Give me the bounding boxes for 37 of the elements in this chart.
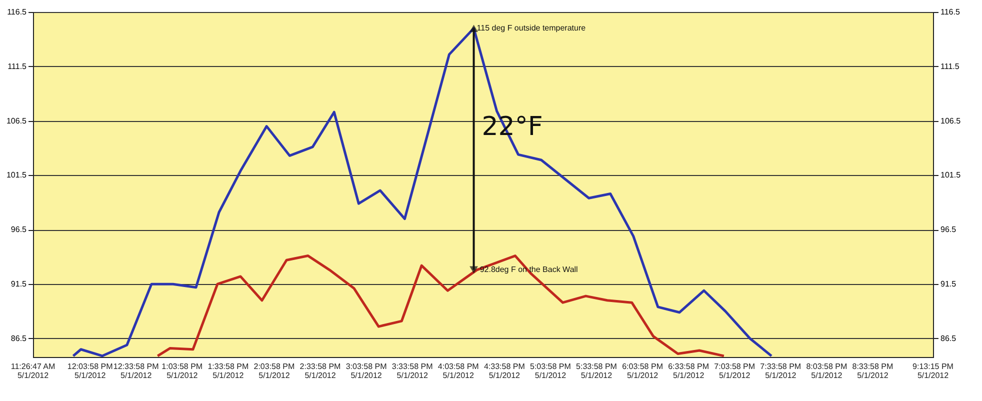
y2-tick-label: 111.5 — [940, 62, 960, 71]
y-tick-label: 96.5 — [10, 225, 28, 234]
x-tick-label: 1:03:58 PM 5/1/2012 — [162, 362, 203, 380]
y-tick-label: 91.5 — [10, 280, 28, 289]
x-tick-label: 3:33:58 PM 5/1/2012 — [392, 362, 434, 380]
annotation: 92.8deg F on the Back Wall — [480, 264, 578, 274]
y-tick-label: 101.5 — [6, 170, 28, 180]
x-tick-label: 4:03:58 PM 5/1/2012 — [438, 362, 480, 380]
line-series — [156, 254, 726, 358]
x-tick-label: 6:33:58 PM 5/1/2012 — [668, 362, 710, 380]
x-tick-label: 8:03:58 PM 5/1/2012 — [806, 362, 848, 380]
x-tick-label: 8:33:58 PM 5/1/2012 — [852, 362, 894, 380]
y2-tick-label: 96.5 — [940, 225, 957, 234]
y-tick-label: 106.5 — [6, 116, 28, 126]
y-tick-label: 111.5 — [8, 62, 28, 71]
x-tick-label: 3:03:58 PM 5/1/2012 — [346, 362, 388, 380]
x-tick-label: 6:03:58 PM 5/1/2012 — [622, 362, 664, 380]
y2-tick-label: 101.5 — [940, 170, 962, 180]
y2-tick-label: 91.5 — [940, 280, 957, 289]
y-tick-label: 86.5 — [10, 334, 28, 343]
y-tick-label: 116.5 — [7, 8, 28, 16]
x-tick-label: 12:03:58 PM 5/1/2012 — [67, 362, 114, 380]
x-tick-label: 9:13:15 PM 5/1/2012 — [912, 362, 954, 380]
x-tick-label: 2:33:58 PM 5/1/2012 — [300, 362, 342, 380]
x-tick-label: 5:03:58 PM 5/1/2012 — [530, 362, 572, 380]
x-tick-label: 7:03:58 PM 5/1/2012 — [714, 362, 756, 380]
x-tick-label: 5:33:58 PM 5/1/2012 — [576, 362, 618, 380]
y2-tick-label: 86.5 — [940, 334, 957, 343]
x-tick-label: 12:33:58 PM 5/1/2012 — [113, 362, 160, 380]
annotation: 115 deg F outside temperature — [476, 23, 586, 32]
x-tick-label: 11:26:47 AM 5/1/2012 — [10, 362, 56, 380]
x-tick-label: 4:33:58 PM 5/1/2012 — [484, 362, 526, 380]
y2-tick-label: 106.5 — [940, 116, 962, 126]
y2-tick-label: 116.5 — [940, 8, 960, 16]
x-tick-label: 2:03:58 PM 5/1/2012 — [254, 362, 296, 380]
x-tick-label: 7:33:58 PM 5/1/2012 — [760, 362, 802, 380]
x-tick-label: 1:33:58 PM 5/1/2012 — [208, 362, 249, 380]
